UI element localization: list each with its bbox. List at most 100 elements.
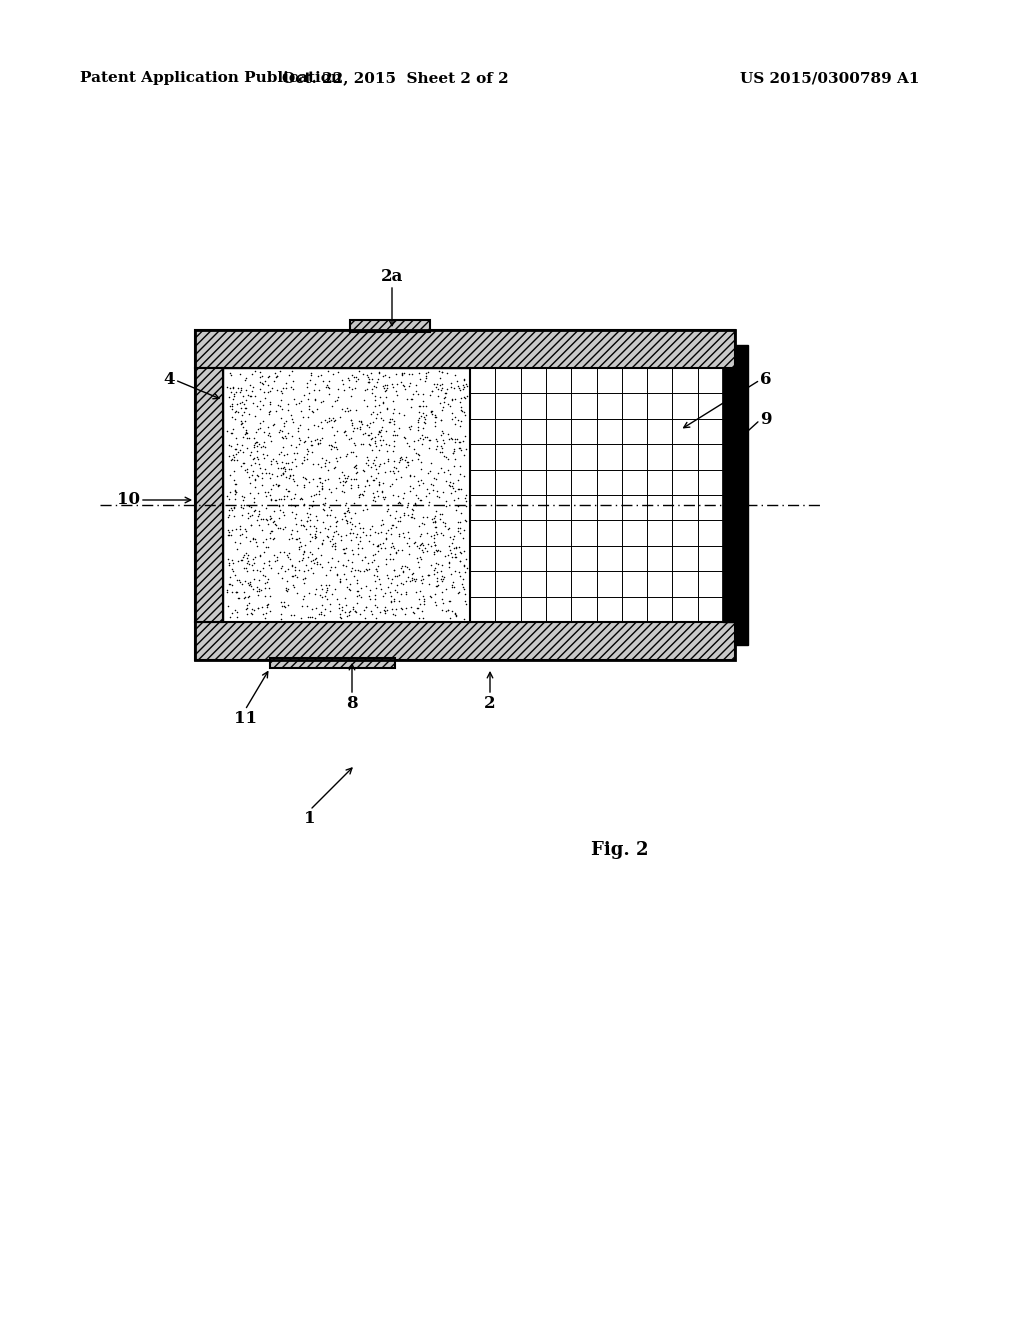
Point [280, 544, 296, 565]
Point [387, 425, 403, 446]
Point [309, 414, 326, 436]
Point [260, 578, 276, 599]
Point [222, 363, 239, 384]
Point [265, 475, 282, 496]
Point [278, 597, 294, 618]
Point [348, 586, 365, 607]
Point [457, 388, 473, 409]
Point [386, 413, 402, 434]
Point [223, 422, 240, 444]
Point [438, 495, 455, 516]
Bar [723, 368, 735, 622]
Point [260, 594, 276, 615]
Point [309, 537, 326, 558]
Point [321, 451, 337, 473]
Point [343, 385, 359, 407]
Point [409, 548, 425, 569]
Point [239, 458, 255, 479]
Point [284, 409, 300, 430]
Point [373, 420, 389, 441]
Point [397, 583, 414, 605]
Point [458, 511, 474, 532]
Point [420, 462, 436, 483]
Point [324, 482, 340, 503]
Point [287, 495, 303, 516]
Point [312, 544, 329, 565]
Point [299, 546, 315, 568]
Point [435, 593, 452, 614]
Point [244, 363, 260, 384]
Point [366, 401, 382, 422]
Point [375, 532, 391, 553]
Point [301, 582, 317, 603]
Point [360, 371, 377, 392]
Point [332, 572, 348, 593]
Point [303, 598, 319, 619]
Point [412, 546, 428, 568]
Point [361, 525, 378, 546]
Point [398, 457, 415, 478]
Point [452, 378, 468, 399]
Point [260, 482, 276, 503]
Point [427, 416, 443, 437]
Point [299, 449, 315, 470]
Point [415, 391, 431, 412]
Point [435, 512, 452, 533]
Point [247, 360, 263, 381]
Point [431, 392, 447, 413]
Point [238, 367, 254, 388]
Point [402, 466, 419, 487]
Point [387, 508, 403, 529]
Point [276, 517, 293, 539]
Point [443, 601, 460, 622]
Point [267, 400, 284, 421]
Point [221, 387, 238, 408]
Point [254, 474, 270, 495]
Point [371, 535, 387, 556]
Point [427, 535, 443, 556]
Point [346, 417, 362, 438]
Point [421, 483, 437, 504]
Point [228, 438, 245, 459]
Point [242, 483, 258, 504]
Point [285, 370, 301, 391]
Point [300, 560, 316, 581]
Point [344, 378, 360, 399]
Point [313, 602, 330, 623]
Point [305, 516, 322, 537]
Point [351, 483, 368, 504]
Point [372, 574, 388, 595]
Point [455, 430, 471, 451]
Point [252, 362, 268, 383]
Point [269, 517, 286, 539]
Point [238, 586, 254, 607]
Point [435, 446, 452, 467]
Point [360, 450, 377, 471]
Point [423, 401, 439, 422]
Point [414, 601, 430, 622]
Point [307, 525, 324, 546]
Point [386, 589, 402, 610]
Point [230, 442, 247, 463]
Point [368, 570, 384, 591]
Point [228, 569, 245, 590]
Point [258, 445, 274, 466]
Point [271, 395, 288, 416]
Point [436, 462, 453, 483]
Point [274, 457, 291, 478]
Point [360, 416, 377, 437]
Point [433, 589, 450, 610]
Point [283, 488, 299, 510]
Point [342, 399, 358, 420]
Point [222, 465, 239, 486]
Point [420, 564, 436, 585]
Point [273, 603, 290, 624]
Point [371, 420, 387, 441]
Point [398, 570, 415, 591]
Point [248, 421, 264, 442]
Point [232, 455, 249, 477]
Point [415, 507, 431, 528]
Point [314, 428, 331, 449]
Point [427, 512, 443, 533]
Point [254, 557, 270, 578]
